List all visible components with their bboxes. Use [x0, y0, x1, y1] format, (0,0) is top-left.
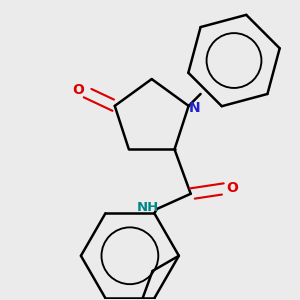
- Text: N: N: [189, 100, 200, 115]
- Text: NH: NH: [136, 201, 159, 214]
- Text: O: O: [226, 181, 238, 195]
- Text: O: O: [73, 83, 85, 98]
